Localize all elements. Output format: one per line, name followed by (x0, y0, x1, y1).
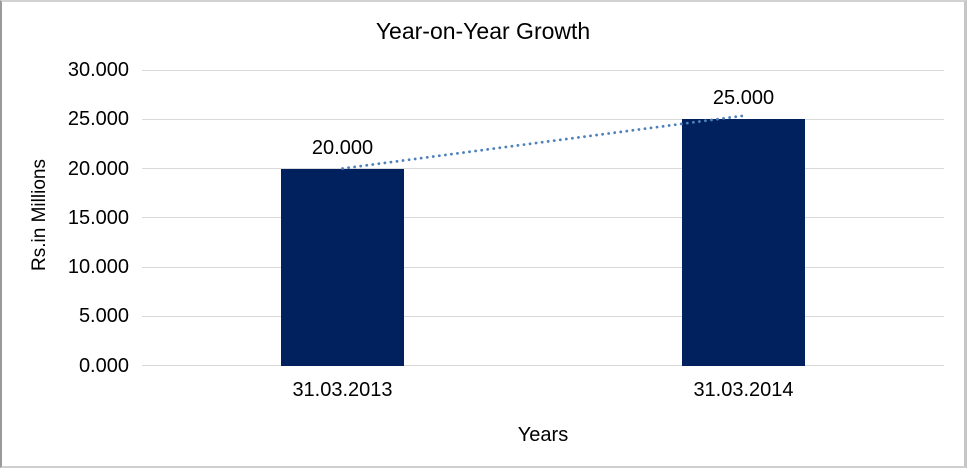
gridline (142, 266, 944, 268)
y-axis-tick-label: 10.000 (67, 256, 129, 278)
y-axis-tick-label: 15.000 (67, 206, 129, 229)
gridline (142, 118, 944, 120)
gridline (142, 217, 944, 219)
y-axis-tick-label: 30.000 (67, 59, 129, 81)
gridline (142, 69, 944, 71)
y-axis-tick-label: 0.000 (78, 354, 129, 377)
y-axis-tick-label: 20.000 (67, 157, 129, 180)
y-axis-tick-label: 5.000 (78, 305, 129, 328)
x-axis-title: Years (517, 424, 569, 446)
chart-title: Year-on-Year Growth (375, 18, 591, 44)
gridline (142, 168, 944, 169)
gridline (142, 365, 944, 366)
bar-31.03.2013 (281, 168, 404, 366)
bar-data-label: 20.000 (311, 136, 374, 159)
x-axis-tick-label: 31.03.2013 (292, 379, 393, 401)
y-axis-tick-label: 25.000 (67, 108, 129, 131)
bar-data-label: 25.000 (712, 87, 775, 110)
x-axis-tick-label: 31.03.2014 (693, 379, 794, 401)
gridline (142, 315, 944, 317)
bar-31.03.2014 (682, 119, 805, 366)
